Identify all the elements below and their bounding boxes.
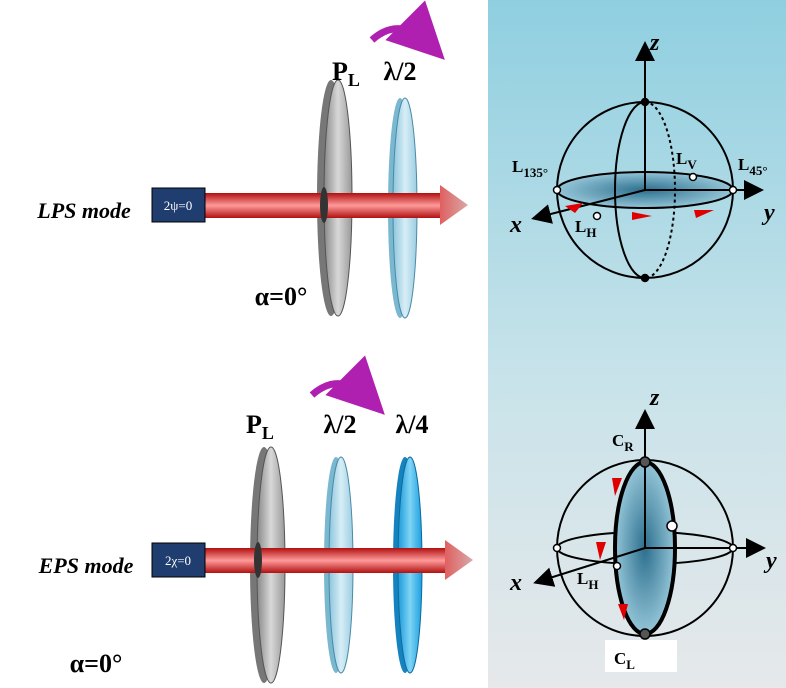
plate-label: λ/4 <box>396 410 429 439</box>
label-sub: R <box>624 439 634 454</box>
beam-head <box>445 540 473 580</box>
label-main: L <box>575 217 586 236</box>
point <box>612 561 622 571</box>
lps-sphere: z y x L135° LV L45° LH <box>509 30 775 283</box>
label-main: P <box>246 410 262 439</box>
label-sub: 135° <box>523 165 548 180</box>
eps-optics: 2χ=0 EPS mode α=0° PL λ/2 λ/4 <box>38 355 473 684</box>
direction-arrow <box>632 212 652 220</box>
label-sub: L <box>626 657 635 672</box>
point-label: LV <box>676 149 697 172</box>
lps-optics: 2ψ=0 LPS mode α=0° PL λ/2 <box>36 0 468 319</box>
point-label: CL <box>614 649 635 672</box>
direction-arrow <box>565 203 583 213</box>
polarizer-label: PL <box>332 57 360 90</box>
angle-label: α=0° <box>255 282 308 311</box>
point <box>592 211 602 221</box>
point <box>688 172 698 182</box>
source-label: 2χ=0 <box>165 553 191 568</box>
eps-sphere: z y x CR LH CL <box>509 385 777 672</box>
mode-label: LPS mode <box>36 198 131 223</box>
point-label: LH <box>575 217 596 240</box>
label-sub: L <box>348 70 360 90</box>
x-axis <box>531 189 646 224</box>
axis-label: z <box>649 30 660 56</box>
point <box>552 185 562 195</box>
label-main: L <box>577 569 588 588</box>
label-main: L <box>738 155 749 174</box>
point-label: L135° <box>512 157 548 180</box>
label-sub: H <box>586 225 596 240</box>
source <box>151 187 206 223</box>
label-sub: V <box>687 157 697 172</box>
x-axis <box>533 547 646 587</box>
point <box>640 97 650 107</box>
axis-label: x <box>509 570 522 596</box>
point <box>640 273 650 283</box>
beam <box>205 548 445 573</box>
angle-label: α=0° <box>70 649 123 678</box>
direction-arrow <box>618 604 628 620</box>
source <box>151 542 206 578</box>
mode-label: EPS mode <box>38 553 134 578</box>
axis-label: x <box>509 212 522 238</box>
point <box>639 628 651 640</box>
label-main: C <box>612 431 624 450</box>
aperture <box>320 187 328 223</box>
label-sub: H <box>588 577 598 592</box>
label-sub: 45° <box>749 163 767 178</box>
point <box>728 543 738 553</box>
label-main: L <box>512 157 523 176</box>
axis-label: y <box>761 200 775 226</box>
axis-label: y <box>763 548 777 574</box>
polarizer-label: PL <box>246 410 274 443</box>
label-box <box>605 640 677 672</box>
meridian <box>614 101 646 279</box>
axis-label: z <box>649 385 660 411</box>
label-main: C <box>614 649 626 668</box>
point-label: LH <box>577 569 598 592</box>
aperture <box>254 542 262 578</box>
label-main: P <box>332 57 348 86</box>
point <box>552 543 562 553</box>
point-label: L45° <box>738 155 768 178</box>
direction-arrow <box>612 478 622 496</box>
direction-arrow <box>694 210 714 218</box>
direction-arrow <box>596 542 606 560</box>
beam-head <box>440 185 468 225</box>
point-label: CR <box>612 431 634 454</box>
point <box>728 185 738 195</box>
label-main: L <box>676 149 687 168</box>
rotation-arrow <box>309 355 385 415</box>
source-label: 2ψ=0 <box>164 198 192 213</box>
point <box>666 520 678 532</box>
plate-label: λ/2 <box>324 410 357 439</box>
label-sub: L <box>262 423 274 443</box>
plate-label: λ/2 <box>384 57 417 86</box>
point <box>639 456 651 468</box>
rotation-arrow <box>369 0 445 60</box>
